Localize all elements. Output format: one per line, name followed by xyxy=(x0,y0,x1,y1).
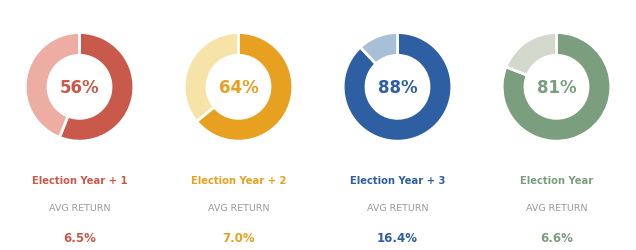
Text: AVG RETURN: AVG RETURN xyxy=(367,203,428,212)
Text: 81%: 81% xyxy=(537,78,576,96)
Wedge shape xyxy=(343,34,452,142)
Wedge shape xyxy=(25,34,80,138)
Wedge shape xyxy=(184,34,238,122)
Text: Election Year: Election Year xyxy=(520,175,593,185)
Wedge shape xyxy=(506,34,556,76)
Text: Election Year + 2: Election Year + 2 xyxy=(191,175,286,185)
Text: 7.0%: 7.0% xyxy=(222,231,255,244)
Text: 16.4%: 16.4% xyxy=(377,231,418,244)
Text: 6.6%: 6.6% xyxy=(540,231,573,244)
Wedge shape xyxy=(361,34,398,64)
Text: 88%: 88% xyxy=(378,78,417,96)
Text: 6.5%: 6.5% xyxy=(63,231,96,244)
Text: Election Year + 1: Election Year + 1 xyxy=(32,175,127,185)
Text: AVG RETURN: AVG RETURN xyxy=(208,203,269,212)
Text: 56%: 56% xyxy=(60,78,99,96)
Text: 64%: 64% xyxy=(219,78,258,96)
Wedge shape xyxy=(60,34,134,142)
Text: Election Year + 3: Election Year + 3 xyxy=(350,175,445,185)
Text: AVG RETURN: AVG RETURN xyxy=(526,203,587,212)
Wedge shape xyxy=(502,34,611,142)
Text: AVG RETURN: AVG RETURN xyxy=(49,203,110,212)
Wedge shape xyxy=(197,34,293,142)
